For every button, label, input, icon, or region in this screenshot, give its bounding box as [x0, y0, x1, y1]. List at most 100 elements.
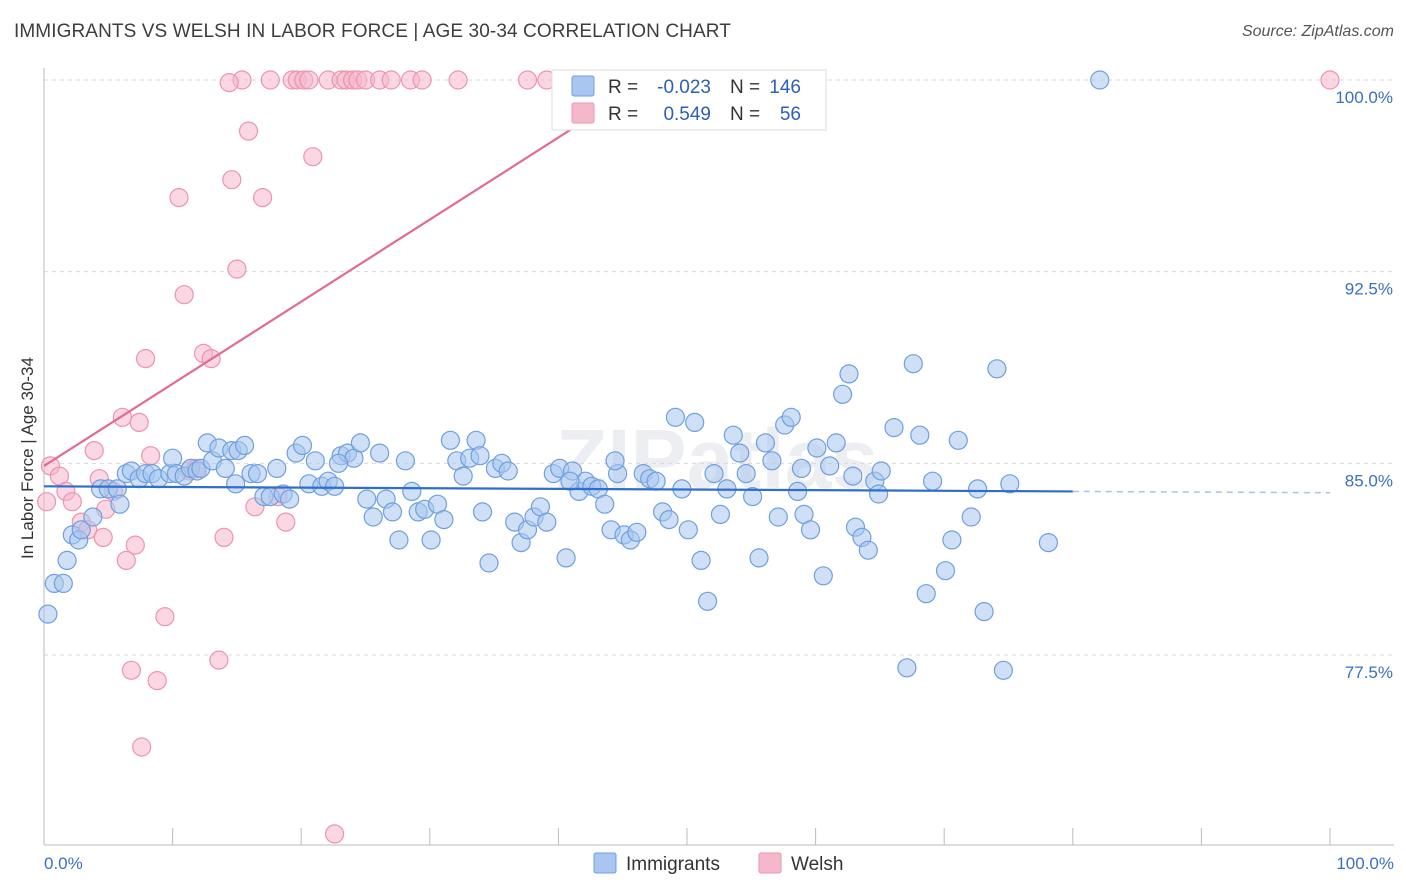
immigrants-point: [280, 489, 300, 509]
immigrants-n-label: N =: [730, 77, 760, 98]
immigrants-r-label: R =: [608, 77, 638, 98]
y-tick-label: 100.0%: [1335, 88, 1393, 107]
immigrants-point: [395, 451, 415, 471]
immigrants-point: [470, 446, 490, 466]
x-tick-label-min: 0.0%: [44, 854, 83, 873]
immigrants-point: [57, 550, 77, 571]
y-tick-label: 85.0%: [1345, 471, 1393, 490]
immigrants-point: [910, 425, 930, 445]
immigrants-point: [839, 364, 859, 384]
immigrants-point: [292, 435, 313, 455]
welsh-r-value: 0.549: [663, 104, 711, 125]
immigrants-point: [704, 464, 724, 484]
y-tick-label: 77.5%: [1345, 663, 1393, 682]
immigrants-point: [479, 553, 499, 573]
immigrants-point: [787, 481, 808, 501]
immigrants-point: [791, 458, 812, 478]
immigrants-point: [762, 451, 782, 471]
stats-legend: R = -0.023 N = 146 R = 0.549 N = 56: [551, 69, 827, 131]
welsh-series-label: Welsh: [791, 854, 843, 875]
immigrants-point: [903, 354, 923, 374]
immigrants-point: [768, 507, 788, 527]
welsh-point: [222, 170, 242, 190]
immigrants-point: [363, 507, 383, 527]
welsh-point: [253, 188, 273, 208]
trend-lines: [43, 79, 1331, 494]
immigrants-point: [922, 471, 943, 491]
welsh-point: [1320, 70, 1340, 90]
welsh-point: [227, 259, 247, 279]
immigrants-series-label: Immigrants: [626, 854, 720, 875]
welsh-point: [169, 188, 189, 208]
immigrants-point: [974, 601, 994, 622]
immigrants-r-value: -0.023: [657, 77, 711, 98]
y-tick-label: 92.5%: [1345, 280, 1393, 299]
welsh-point: [276, 512, 296, 532]
welsh-point: [325, 824, 345, 844]
immigrants-point: [440, 430, 460, 450]
welsh-point: [62, 492, 82, 512]
welsh-point: [303, 147, 323, 167]
immigrants-series: [38, 70, 1110, 680]
immigrants-point: [665, 407, 686, 427]
welsh-point: [84, 441, 104, 461]
immigrants-point: [595, 494, 615, 514]
immigrants-point: [110, 494, 130, 514]
immigrants-point: [305, 451, 325, 471]
welsh-point: [299, 70, 319, 90]
welsh-point: [219, 72, 239, 93]
immigrants-point: [987, 359, 1007, 379]
welsh-point: [141, 446, 161, 466]
immigrants-point: [646, 471, 666, 491]
welsh-legend-swatch: [571, 102, 595, 124]
welsh-series-swatch: [758, 852, 782, 874]
immigrants-point: [402, 481, 422, 501]
immigrants-point: [884, 418, 904, 438]
immigrants-point: [730, 443, 750, 463]
immigrants-point: [685, 412, 705, 432]
immigrants-point: [871, 461, 891, 481]
series-legend: Immigrants Welsh: [593, 852, 843, 875]
immigrants-point: [605, 451, 625, 471]
immigrants-point: [993, 660, 1014, 680]
welsh-point: [174, 285, 194, 305]
immigrants-point: [556, 548, 576, 568]
immigrants-point: [560, 471, 580, 491]
immigrants-point: [820, 456, 840, 476]
immigrants-point: [935, 561, 956, 581]
welsh-series: [36, 70, 1340, 844]
immigrants-point: [389, 530, 409, 550]
x-tick-label-max: 100.0%: [1336, 854, 1394, 873]
welsh-point: [116, 550, 136, 571]
immigrants-point: [826, 433, 846, 453]
welsh-n-label: N =: [730, 104, 760, 125]
chart-title: IMMIGRANTS VS WELSH IN LABOR FORCE | AGE…: [14, 21, 731, 42]
welsh-n-value: 56: [780, 104, 801, 125]
y-axis-label: In Labor Force | Age 30-34: [18, 357, 37, 559]
stats-legend-box: [551, 69, 827, 131]
immigrants-point: [749, 548, 769, 568]
immigrants-trend-line: [43, 485, 1073, 493]
welsh-point: [238, 121, 259, 141]
grid: [44, 79, 1394, 656]
immigrants-point: [215, 458, 235, 478]
immigrants-point: [38, 604, 58, 624]
immigrants-point: [736, 464, 756, 484]
welsh-point: [155, 607, 175, 627]
welsh-trend-line: [43, 79, 650, 467]
welsh-point: [412, 70, 432, 90]
immigrants-legend-swatch: [571, 75, 595, 97]
immigrants-point: [247, 464, 268, 484]
welsh-point: [121, 660, 141, 680]
welsh-point: [147, 670, 167, 691]
welsh-point: [517, 70, 538, 90]
immigrants-point: [843, 466, 863, 486]
welsh-point: [209, 650, 229, 670]
immigrants-point: [961, 507, 981, 527]
welsh-point: [214, 527, 234, 548]
immigrants-point: [1038, 532, 1059, 553]
immigrants-n-value: 146: [769, 77, 801, 98]
immigrants-point: [53, 573, 73, 594]
immigrants-point: [1000, 474, 1020, 494]
